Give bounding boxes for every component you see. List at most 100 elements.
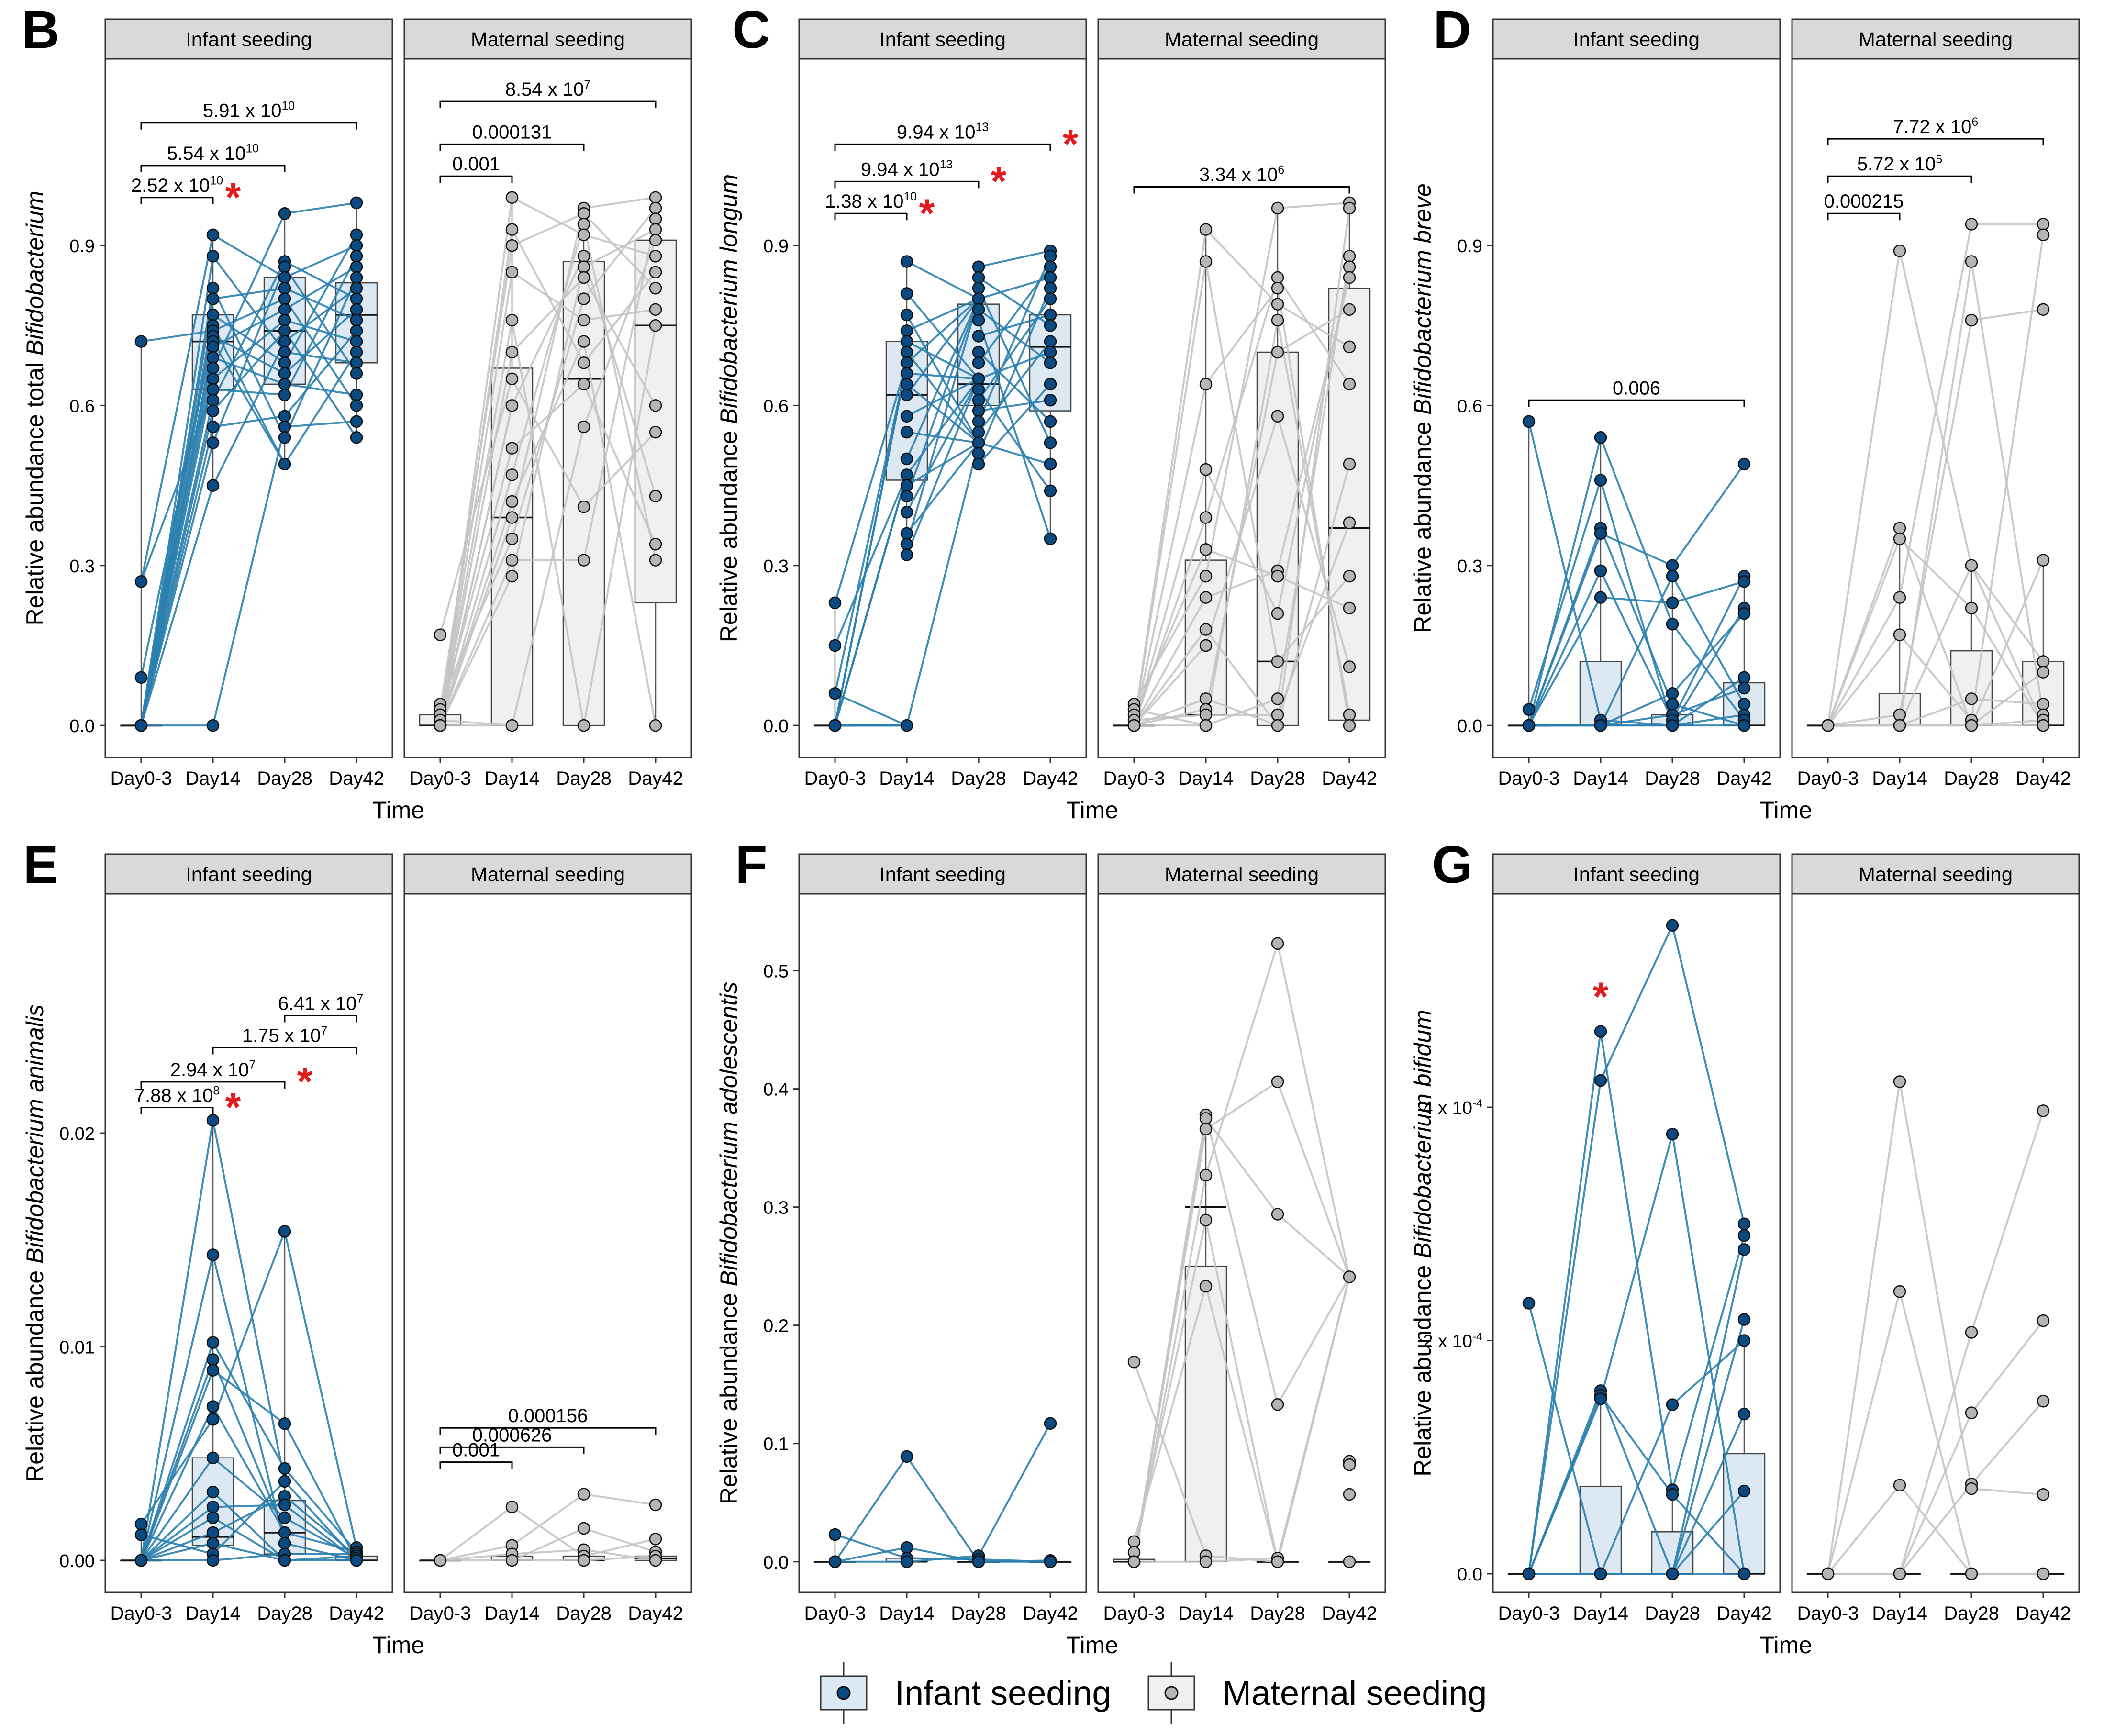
data-point [577, 207, 590, 220]
subject-line [1205, 288, 1279, 385]
facet-strip [1791, 18, 2080, 60]
data-point [278, 271, 291, 284]
data-point [278, 1526, 291, 1539]
data-point [1343, 260, 1356, 273]
data-point [1271, 271, 1284, 284]
subject-line [284, 298, 357, 406]
subject-line [978, 309, 1051, 364]
subject-line [1970, 559, 2044, 726]
data-point [1965, 1567, 1978, 1580]
subject-line [284, 1532, 357, 1553]
data-point [972, 394, 985, 407]
data-point [1044, 281, 1057, 295]
data-point [278, 431, 291, 444]
data-point [1737, 1334, 1751, 1347]
subject-line [1899, 1332, 1972, 1574]
data-point [900, 367, 913, 380]
data-point [1965, 1406, 1978, 1419]
data-point [350, 239, 363, 252]
data-point [434, 628, 447, 641]
data-point [206, 383, 220, 396]
subject-line [1133, 629, 1207, 726]
data-point [1737, 1243, 1751, 1256]
data-point [206, 1413, 220, 1426]
data-point [2037, 1567, 2050, 1580]
legend: Infant seeding Maternal seeding [820, 1662, 1487, 1724]
data-point [972, 356, 985, 369]
subject-line [1133, 261, 1207, 726]
data-point [1343, 1270, 1356, 1283]
subject-line [212, 388, 285, 396]
significance-bracket: 0.000131 [439, 122, 585, 151]
subject-line [1205, 277, 1279, 518]
data-point [1666, 1127, 1679, 1141]
subject-line [978, 399, 1051, 412]
y-axis-title: Relative abundance Bifidobacterium anima… [22, 1004, 48, 1482]
data-point [1199, 1123, 1213, 1135]
subject-line [1899, 538, 1972, 609]
subject-line [512, 1527, 584, 1561]
subject-line [284, 319, 357, 343]
significance-bracket: 1.75 x 107 [212, 1024, 357, 1055]
panel-letter: B [22, 0, 59, 59]
y-tick-label: 0.0 [1457, 1565, 1482, 1585]
facet-strip [1492, 18, 1781, 60]
subject-line [212, 1406, 286, 1533]
bracket-line [1827, 138, 2044, 146]
subject-line [1899, 1484, 1972, 1575]
panel-letter: G [1432, 835, 1473, 894]
data-point [1044, 1555, 1057, 1569]
data-point [1271, 1208, 1284, 1221]
data-point [577, 356, 590, 369]
subject-line [284, 256, 357, 396]
subject-line [1827, 1484, 1901, 1575]
x-tick-label: Day42 [2015, 768, 2071, 789]
subject-line [212, 1342, 286, 1469]
subject-line [1600, 479, 1673, 726]
subject-line [212, 1553, 285, 1562]
data-point [206, 362, 220, 375]
data-point [1666, 919, 1679, 932]
data-point [900, 356, 913, 369]
data-point [1271, 719, 1284, 732]
subject-line [439, 245, 513, 710]
data-point [577, 378, 590, 391]
subject-line [906, 378, 980, 513]
subject-line [511, 383, 585, 449]
subject-line [1205, 208, 1279, 577]
data-point [350, 335, 363, 348]
subject-line [978, 277, 1051, 300]
bracket-line [439, 100, 657, 109]
subject-line [439, 1506, 513, 1561]
facet-border [1791, 893, 2080, 1593]
y-tick-label: 0.0 [763, 1553, 789, 1573]
subject-line [1899, 1081, 1972, 1489]
subject-line [1133, 517, 1207, 726]
subject-line [1671, 1134, 1745, 1574]
data-point [1199, 255, 1213, 268]
subject-line [284, 260, 357, 300]
subject-line [906, 378, 980, 556]
subject-line [439, 559, 513, 726]
subject-line [583, 224, 657, 561]
subject-line [1671, 1235, 1745, 1491]
data-point [1343, 719, 1356, 732]
subject-line [583, 431, 657, 508]
data-point [1737, 671, 1751, 684]
data-point [649, 250, 662, 263]
subject-line [512, 196, 584, 236]
data-point [278, 313, 291, 327]
subject-line [1528, 1080, 1602, 1574]
bracket-line [1827, 175, 1972, 183]
subject-line [1205, 1555, 1278, 1563]
data-point [1127, 719, 1141, 732]
facet-maternal: Maternal seeding Day0-3 Day14 Day28 Day42 0.0… [403, 853, 692, 1624]
x-tick-label: Day0-3 [1498, 768, 1560, 789]
bracket-p-value: 0.006 [1613, 378, 1660, 399]
data-point [206, 436, 220, 449]
data-point [1044, 457, 1057, 471]
data-point [2037, 228, 2050, 242]
subject-line [834, 474, 908, 646]
subject-line [1600, 719, 1673, 727]
subject-line [1600, 533, 1673, 567]
